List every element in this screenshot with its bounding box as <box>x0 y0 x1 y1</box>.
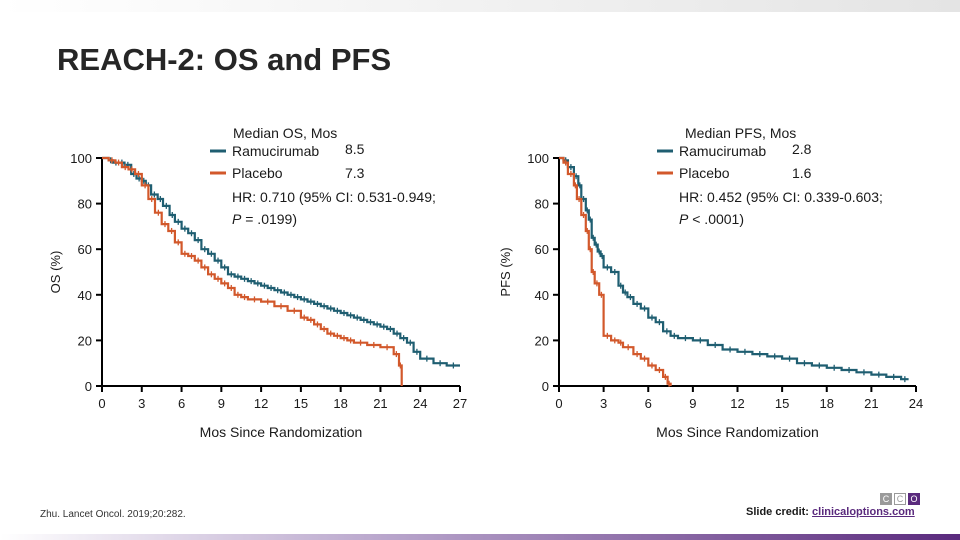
legend-label: Placebo <box>232 165 283 181</box>
slide-credit: Slide credit: clinicaloptions.com <box>746 506 915 518</box>
y-axis-label: OS (%) <box>48 251 63 294</box>
y-tick-label: 100 <box>527 151 549 166</box>
y-tick-label: 60 <box>78 242 92 257</box>
series-line-placebo <box>102 156 403 386</box>
x-tick-label: 24 <box>413 396 427 411</box>
p-label: P <box>232 211 242 227</box>
legend-value: 1.6 <box>792 165 812 181</box>
series-line-ramucirumab <box>102 156 460 367</box>
x-tick-label: 27 <box>453 396 467 411</box>
series-line-placebo <box>559 156 672 386</box>
legend-value: 8.5 <box>345 141 365 157</box>
p-value: P < .0001) <box>679 211 744 227</box>
p-label: P <box>679 211 689 227</box>
footnote: Zhu. Lancet Oncol. 2019;20:282. <box>40 509 186 520</box>
x-tick-label: 12 <box>730 396 744 411</box>
logo-letter: O <box>908 493 920 505</box>
legend-value: 7.3 <box>345 165 365 181</box>
y-tick-label: 0 <box>542 379 549 394</box>
y-tick-label: 40 <box>535 288 549 303</box>
x-tick-label: 18 <box>820 396 834 411</box>
logo-letter: C <box>894 493 906 505</box>
x-tick-label: 9 <box>689 396 696 411</box>
p-value: P = .0199) <box>232 211 297 227</box>
bottom-gradient-bar <box>0 534 960 540</box>
y-tick-label: 60 <box>535 242 549 257</box>
x-tick-label: 6 <box>645 396 652 411</box>
x-tick-label: 12 <box>254 396 268 411</box>
p-text: = .0199) <box>241 211 297 227</box>
y-tick-label: 0 <box>85 379 92 394</box>
x-tick-label: 6 <box>178 396 185 411</box>
hazard-ratio: HR: 0.710 (95% CI: 0.531-0.949; <box>232 189 436 205</box>
legend-value: 2.8 <box>792 141 812 157</box>
p-text: < .0001) <box>688 211 744 227</box>
x-tick-label: 3 <box>138 396 145 411</box>
credit-label: Slide credit: <box>746 506 813 518</box>
y-tick-label: 40 <box>78 288 92 303</box>
x-tick-label: 0 <box>555 396 562 411</box>
x-tick-label: 24 <box>909 396 923 411</box>
y-tick-label: 20 <box>78 333 92 348</box>
x-tick-label: 15 <box>294 396 308 411</box>
x-tick-label: 0 <box>98 396 105 411</box>
credit-link[interactable]: clinicaloptions.com <box>812 506 915 518</box>
x-tick-label: 15 <box>775 396 789 411</box>
x-tick-label: 21 <box>373 396 387 411</box>
x-tick-label: 3 <box>600 396 607 411</box>
logo-letter: C <box>880 493 892 505</box>
y-tick-label: 100 <box>70 151 92 166</box>
x-axis-label: Mos Since Randomization <box>656 424 819 440</box>
x-tick-label: 9 <box>218 396 225 411</box>
legend-header: Median PFS, Mos <box>685 125 796 141</box>
x-axis-label: Mos Since Randomization <box>200 424 363 440</box>
slide-title: REACH-2: OS and PFS <box>57 42 392 77</box>
y-tick-label: 20 <box>535 333 549 348</box>
x-tick-label: 21 <box>864 396 878 411</box>
top-gradient-bar <box>0 0 960 12</box>
legend-label: Ramucirumab <box>232 143 319 159</box>
legend-header: Median OS, Mos <box>233 125 337 141</box>
hazard-ratio: HR: 0.452 (95% CI: 0.339-0.603; <box>679 189 883 205</box>
legend-label: Placebo <box>679 165 730 181</box>
y-tick-label: 80 <box>78 197 92 212</box>
x-tick-label: 18 <box>333 396 347 411</box>
legend-label: Ramucirumab <box>679 143 766 159</box>
y-axis-label: PFS (%) <box>498 247 513 296</box>
y-tick-label: 80 <box>535 197 549 212</box>
